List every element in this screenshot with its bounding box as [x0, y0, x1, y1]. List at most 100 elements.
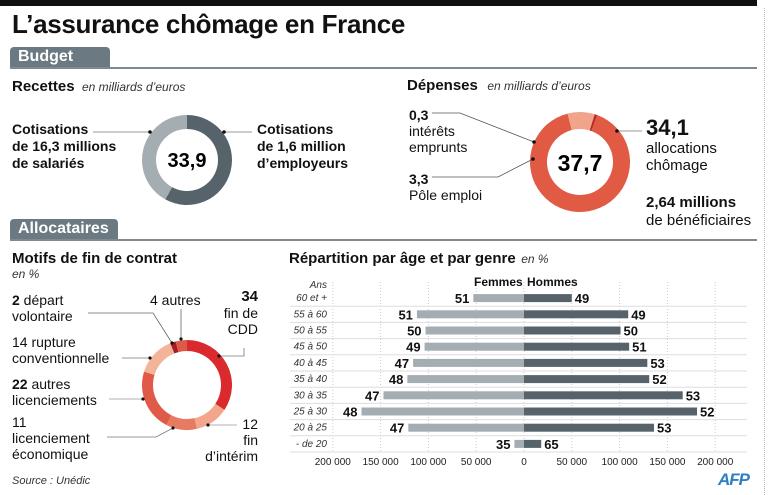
bar-femmes	[413, 358, 524, 367]
femmes-pct-label: 47	[365, 388, 379, 403]
label-line: Cotisations	[12, 121, 89, 137]
depenses-heading: Dépenses en milliards d’euros	[407, 77, 591, 95]
label-line: emprunts	[409, 139, 468, 155]
depenses-interets-label: 0,3 intérêts emprunts	[409, 107, 467, 155]
donut-slice-cotisations-de-16-3-millions-de-salari-s	[142, 115, 187, 200]
bar-hommes	[524, 407, 698, 416]
section-divider-allocataires	[10, 239, 757, 241]
category-label: 25 à 30	[293, 407, 328, 418]
recettes-heading: Recettes en milliards d’euros	[12, 78, 185, 96]
hommes-pct-label: 53	[657, 421, 671, 436]
bar-hommes	[524, 375, 650, 384]
age-gender-chart: 200 000 150 000 100 000 50 000 0 50 000 100 00…	[290, 282, 747, 468]
leader-dot-autres-lic	[141, 397, 145, 401]
label-line: Pôle emploi	[409, 187, 483, 203]
recettes-title: Recettes	[12, 78, 75, 95]
label-line: CDD	[227, 321, 258, 337]
donut-slice-cotisations-de-1-6-million-d-employeurs	[165, 115, 232, 205]
hommes-pct-label: 52	[652, 372, 666, 387]
ans-label: Ans	[309, 280, 327, 291]
repartition-title: Répartition par âge et par genre	[289, 250, 516, 267]
recettes-total: 33,9	[168, 150, 207, 172]
motifs-unit: en %	[12, 267, 40, 281]
label-line: licenciement	[12, 430, 90, 446]
label-line: économique	[12, 446, 89, 462]
bar-femmes	[361, 407, 524, 416]
x-tick-label: 100 000	[410, 457, 447, 468]
leader-dot-cdd	[217, 354, 221, 358]
leader-line-eco	[107, 427, 174, 438]
bar-hommes	[524, 358, 648, 367]
motif-eco-label: 11 licenciement économique	[12, 414, 90, 462]
leader-dot-eco	[171, 426, 175, 430]
leader-dot-interim	[206, 423, 210, 427]
page-title: L’assurance chômage en France	[12, 9, 406, 39]
donut-slice-p-le-emploi	[567, 112, 595, 131]
label-line: fin	[243, 432, 258, 448]
donut-slice-rupture-conventionnelle	[144, 343, 175, 375]
section-tab-budget: Budget	[10, 47, 110, 67]
femmes-pct-label: 47	[390, 421, 404, 436]
leader-dot-alloc	[615, 129, 619, 133]
label-line: intérêts	[409, 123, 455, 139]
leader-dot-pole	[531, 157, 535, 161]
donut-slice-allocations-ch-mage	[530, 113, 631, 212]
category-label: 30 à 35	[294, 390, 328, 401]
section-tab-allocataires: Allocataires	[10, 219, 118, 239]
category-label: 20 à 25	[293, 423, 328, 434]
label-num: 22	[12, 376, 28, 392]
label-text: autres	[27, 376, 71, 392]
depenses-total: 37,7	[558, 150, 603, 176]
hommes-pct-label: 53	[650, 356, 664, 371]
recettes-employeurs-label: Cotisations de 1,6 million d’employeurs	[257, 121, 348, 172]
bar-hommes	[524, 326, 621, 335]
label-line: conventionnelle	[12, 350, 110, 366]
femmes-pct-label: 51	[455, 291, 469, 306]
donut-slice-int-r-ts-emprunts	[589, 114, 598, 131]
hommes-pct-label: 49	[575, 291, 589, 306]
depenses-alloc-label: 34,1 allocations chômage	[646, 115, 717, 175]
top-rule	[0, 0, 757, 6]
femmes-pct-label: 49	[406, 340, 420, 355]
beneficiaires-label: 2,64 millions de bénéficiaires	[646, 194, 751, 230]
label-line: fin de	[223, 305, 258, 321]
x-tick-label: 200 000	[697, 457, 734, 468]
recettes-salaries-label: Cotisations de 16,3 millions de salariés	[12, 121, 116, 172]
motif-rupture-label: 14 rupture conventionnelle	[12, 334, 109, 366]
bar-hommes	[524, 310, 629, 319]
femmes-pct-label: 48	[389, 372, 403, 387]
label-line: d’employeurs	[257, 155, 349, 171]
label-line: de 16,3 millions	[12, 138, 117, 154]
label-num: 2	[12, 292, 20, 308]
depenses-donut	[530, 112, 631, 212]
category-label: 60 et +	[296, 293, 327, 304]
motif-cdd-label: 34 fin de CDD	[218, 289, 258, 338]
motifs-donut	[142, 340, 232, 430]
femmes-pct-label: 51	[398, 307, 412, 322]
hommes-pct-label: 49	[631, 307, 645, 322]
donut-slice-fin-d-int-rim	[194, 403, 225, 429]
label-line: allocations	[646, 140, 717, 157]
alloc-value: 34,1	[646, 115, 689, 140]
hommes-pct-label: 52	[700, 405, 714, 420]
recettes-unit: en milliards d’euros	[82, 80, 186, 94]
femmes-pct-label: 47	[395, 356, 409, 371]
bar-hommes	[524, 391, 683, 400]
leader-dot-rupture	[148, 356, 152, 360]
bar-hommes	[524, 423, 655, 432]
bar-femmes	[473, 294, 524, 303]
category-label: 35 à 40	[294, 374, 328, 385]
femmes-label: Femmes	[474, 275, 523, 289]
donut-slice-fin-de-cdd	[187, 340, 232, 410]
category-label: 50 à 55	[294, 326, 328, 337]
category-label: 55 à 60	[294, 309, 328, 320]
interets-value: 0,3	[409, 107, 429, 123]
bar-hommes	[524, 439, 542, 448]
leader-dot-interets	[532, 140, 536, 144]
hommes-label: Hommes	[527, 275, 578, 289]
label-line: de 1,6 million	[257, 138, 346, 154]
motif-autres-label: 4 autres	[150, 292, 201, 308]
motif-autres-lic-label: 22 autres licenciements	[12, 376, 97, 408]
label-text: départ	[19, 292, 64, 308]
